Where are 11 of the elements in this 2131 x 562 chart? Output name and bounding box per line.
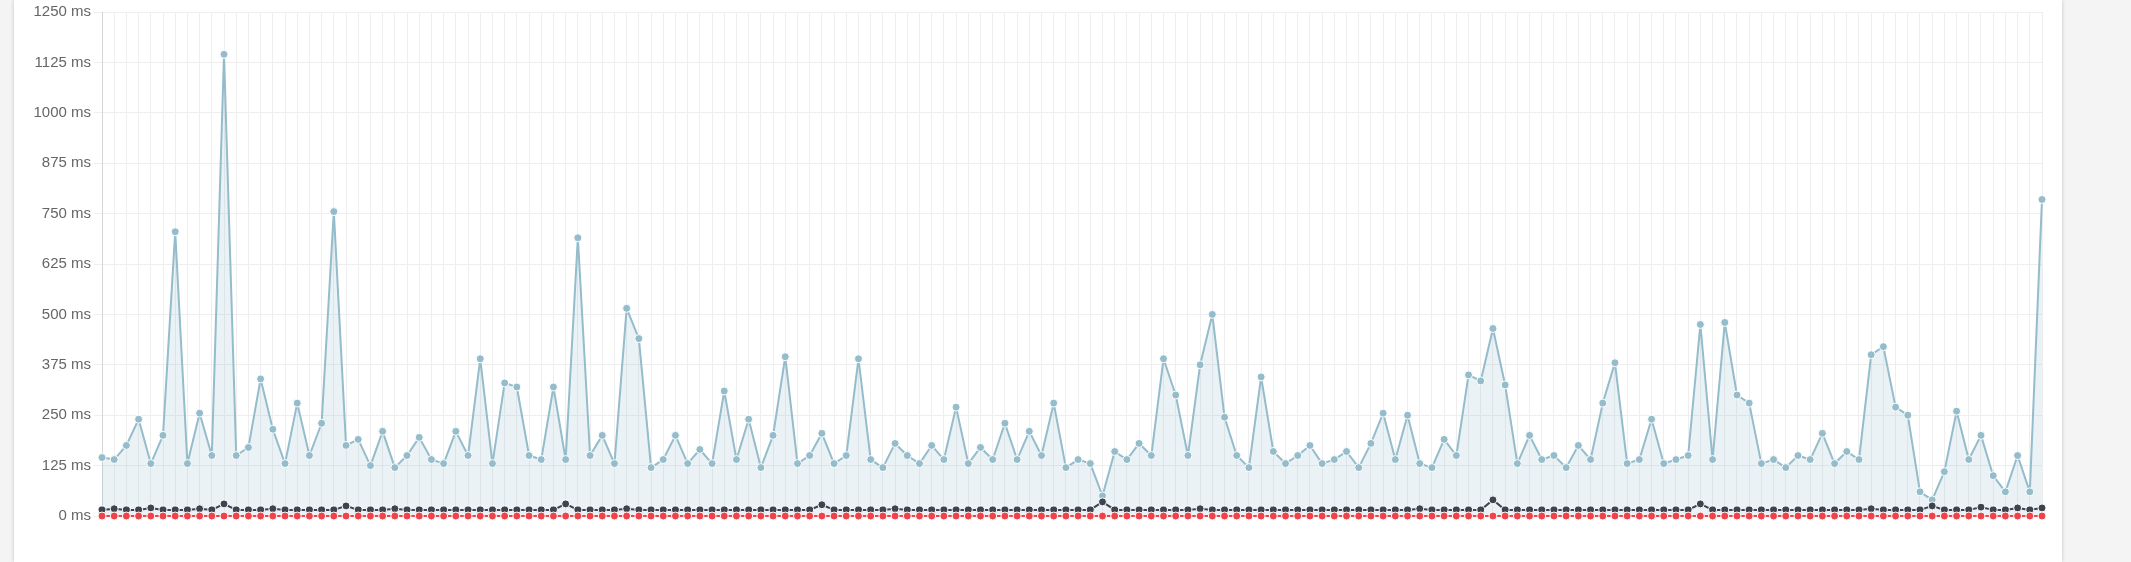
y-tick-label: 1000 ms [33, 102, 91, 120]
y-tick-label: 625 ms [41, 254, 91, 272]
y-tick-label: 1125 ms [34, 52, 91, 70]
y-tick-label: 375 ms [41, 354, 91, 372]
y-tick-label: 750 ms [41, 203, 91, 221]
y-tick-label: 125 ms [41, 455, 91, 473]
y-tick-label: 0 ms [58, 506, 91, 524]
y-tick-label: 875 ms [41, 153, 91, 171]
y-tick-label: 1250 ms [33, 2, 91, 20]
y-tick-label: 500 ms [41, 304, 91, 322]
y-tick-label: 250 ms [41, 405, 91, 423]
